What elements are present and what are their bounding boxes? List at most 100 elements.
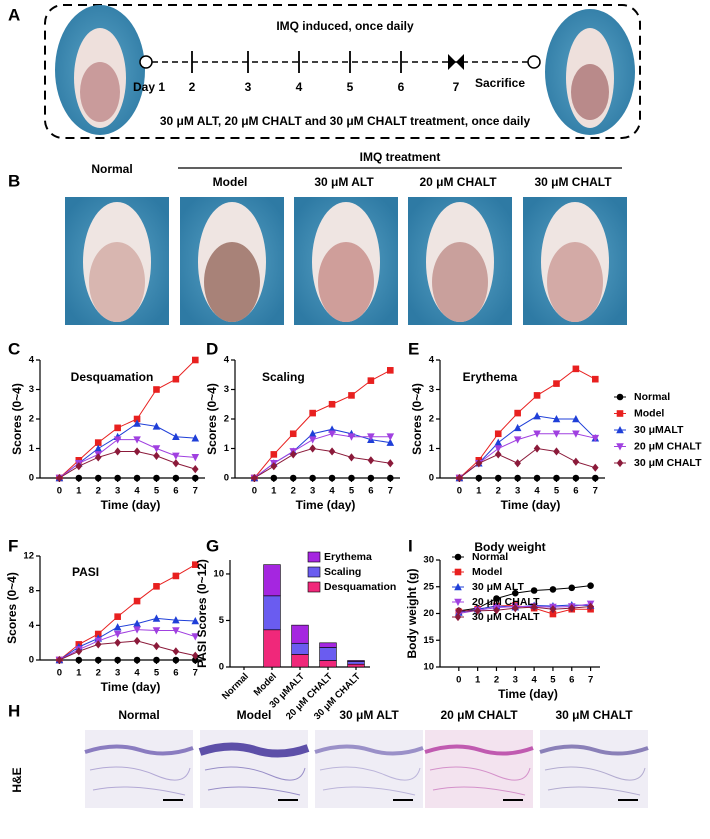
day-label: Day 1: [133, 80, 165, 94]
chart-title: Body weight: [474, 540, 545, 554]
timeline-box: [44, 4, 641, 139]
marker: [191, 633, 200, 641]
mouse-skin: [571, 64, 609, 120]
y-tick-label: 0: [29, 655, 34, 666]
marker: [454, 612, 462, 622]
x-tick-label: 2: [494, 675, 499, 686]
day-label: 4: [296, 80, 303, 94]
histology-header: 20 μM CHALT: [440, 708, 518, 722]
marker: [511, 604, 519, 613]
marker: [270, 451, 278, 458]
day-label: 3: [245, 80, 252, 94]
x-axis-label: Time (day): [101, 498, 161, 512]
mouse-skin: [432, 242, 488, 322]
marker: [114, 638, 121, 647]
marker: [328, 400, 336, 408]
marker: [533, 444, 541, 453]
marker: [153, 474, 160, 482]
marker: [133, 619, 141, 627]
marker: [172, 474, 180, 482]
histology-image: [540, 730, 648, 808]
y-tick-label: 3: [429, 384, 434, 395]
marker: [454, 553, 462, 561]
series-line: [59, 450, 196, 479]
x-tick-label: 4: [531, 675, 537, 686]
marker: [572, 415, 580, 423]
series-line: [254, 433, 391, 479]
panel-label: H: [8, 701, 20, 720]
marker: [591, 375, 599, 383]
x-tick-label: 2: [291, 486, 296, 497]
legend-label: 30 μMALT: [634, 424, 684, 436]
panel-label: D: [206, 339, 218, 358]
x-tick-label: 7: [388, 486, 393, 497]
marker: [94, 630, 102, 638]
marker: [75, 462, 83, 471]
photo-header: Model: [213, 175, 248, 189]
marker: [94, 640, 102, 649]
histology-header: Normal: [118, 708, 159, 722]
x-tick-label: 0: [457, 486, 462, 497]
marker: [172, 432, 180, 440]
x-tick-label: 4: [534, 486, 540, 497]
marker: [153, 583, 160, 590]
break-mark: [448, 54, 464, 70]
panel-label: B: [8, 171, 20, 190]
marker: [514, 474, 521, 482]
marker: [289, 450, 297, 459]
marker: [133, 419, 141, 427]
x-tick-label: 6: [569, 675, 574, 686]
marker: [172, 452, 180, 460]
x-tick-label: 3: [115, 668, 120, 679]
series-line: [59, 640, 196, 661]
marker: [152, 627, 161, 635]
mouse-skin: [80, 62, 120, 122]
day-label: 5: [347, 80, 354, 94]
marker: [113, 436, 122, 444]
marker: [552, 430, 561, 438]
marker: [133, 656, 141, 664]
x-tick-label: 4: [134, 486, 140, 497]
y-tick-label: 2: [29, 414, 34, 425]
marker: [328, 447, 336, 456]
panel-label: G: [206, 536, 219, 555]
photo-row: Model 30 μM ALT 20 μM CHALT 30 μM CHALT: [65, 175, 627, 325]
panel-label: C: [8, 339, 20, 358]
x-axis-label: Time (day): [498, 687, 558, 701]
marker: [552, 415, 561, 423]
legend-label: 30 μM ALT: [472, 581, 525, 593]
marker: [591, 463, 599, 472]
legend-label: 30 μM CHALT: [472, 611, 540, 623]
histology-image: [200, 730, 308, 808]
marker: [191, 617, 200, 625]
x-axis-label: Time (day): [501, 498, 561, 512]
bar-segment: [347, 661, 365, 665]
end-dot: [527, 55, 541, 69]
y-tick-label: 3: [224, 384, 229, 395]
tissue-edge: [539, 744, 649, 756]
tissue-edge: [84, 744, 194, 756]
y-axis-label: Scores (0~4): [410, 383, 424, 455]
marker: [172, 459, 180, 468]
marker: [386, 367, 394, 374]
x-tick-label: 5: [554, 486, 560, 497]
legend-swatch: [307, 551, 321, 563]
marker: [454, 598, 462, 606]
marker: [514, 409, 521, 417]
marker: [56, 655, 63, 665]
marker: [153, 642, 160, 651]
tissue-edge: [424, 744, 534, 756]
mouse-skin: [547, 242, 603, 322]
marker: [56, 473, 63, 483]
marker: [533, 412, 541, 420]
legend-swatch: [307, 581, 321, 593]
tissue-fibers: [319, 766, 421, 796]
y-tick-label: 10: [423, 662, 434, 673]
marker: [133, 415, 141, 423]
x-tick-label: Normal: [220, 671, 251, 702]
y-tick-label: 0: [429, 473, 434, 484]
marker: [533, 430, 541, 438]
y-tick-label: 12: [23, 551, 34, 562]
marker: [475, 474, 483, 482]
photo-group: IMQ treatment: [360, 150, 441, 164]
